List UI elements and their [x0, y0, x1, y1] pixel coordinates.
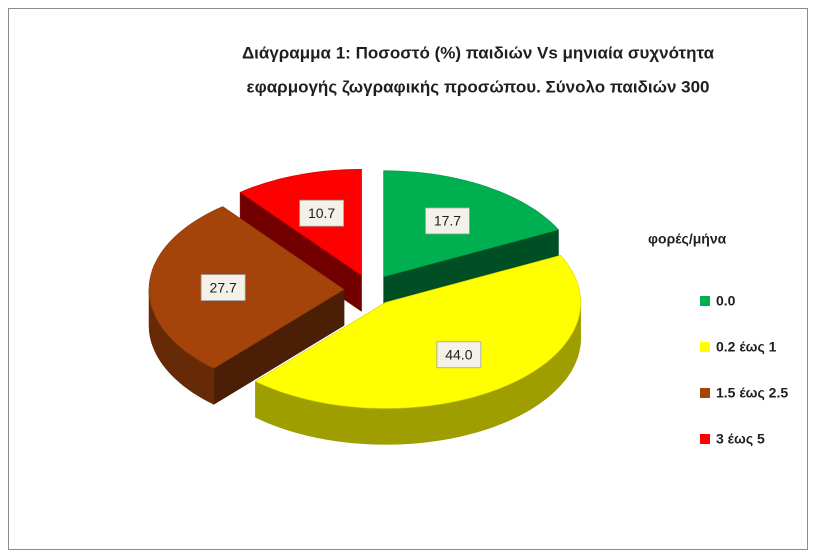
chart-title: Διάγραμμα 1: Ποσοστό (%) παιδιών Vs μηνι… — [242, 43, 715, 62]
value-label: 44.0 — [445, 346, 472, 362]
legend-swatch — [700, 388, 710, 398]
value-label-box — [200, 274, 246, 301]
value-label-box — [425, 207, 470, 235]
value-label-box — [299, 199, 344, 227]
legend-label: 1.5 έως 2.5 — [716, 385, 788, 401]
chart-title: εφαρμογής ζωγραφικής προσώπου. Σύνολο πα… — [247, 77, 710, 96]
legend-swatch — [700, 296, 710, 306]
legend-label: 0.0 — [716, 293, 736, 309]
legend-label: 3 έως 5 — [716, 431, 765, 447]
value-label-box — [436, 341, 482, 369]
value-label: 10.7 — [308, 205, 335, 221]
legend-swatch — [700, 434, 710, 444]
slice — [148, 206, 345, 369]
legend-label: 0.2 έως 1 — [716, 339, 777, 355]
legend-title: φορές/μήνα — [648, 231, 727, 247]
slice — [254, 255, 581, 409]
legend-swatch — [700, 342, 710, 352]
value-label: 17.7 — [434, 213, 461, 229]
slice — [383, 170, 560, 278]
value-label: 27.7 — [210, 279, 237, 295]
